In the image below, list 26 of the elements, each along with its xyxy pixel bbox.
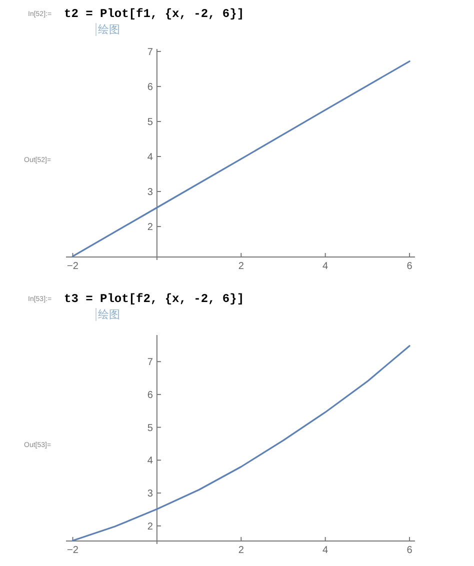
x-tick-label: 4 bbox=[322, 261, 329, 272]
x-tick-label: 6 bbox=[406, 545, 413, 556]
chart-title: t3 = Plot[f2, {x, -2, 6}] bbox=[64, 292, 244, 306]
line-series bbox=[72, 60, 410, 258]
x-tick-label: 2 bbox=[238, 545, 244, 556]
y-tick-label: 4 bbox=[147, 152, 154, 163]
y-tick-label: 6 bbox=[147, 82, 154, 93]
y-tick-label: 2 bbox=[147, 521, 154, 532]
x-tick-label: 6 bbox=[406, 261, 413, 272]
line-series bbox=[72, 345, 410, 542]
x-tick-label: 2 bbox=[238, 261, 244, 272]
y-tick-label: 4 bbox=[147, 456, 154, 467]
chart-subtitle: 绘图 bbox=[98, 24, 120, 36]
y-tick-label: 7 bbox=[147, 357, 154, 368]
x-tick-label: −2 bbox=[67, 545, 79, 556]
y-tick-label: 7 bbox=[147, 46, 154, 58]
y-tick-label: 5 bbox=[147, 116, 154, 128]
y-tick-label: 2 bbox=[147, 222, 154, 234]
x-tick-label: −2 bbox=[67, 261, 79, 272]
chart-subtitle: 绘图 bbox=[98, 309, 120, 321]
y-tick-label: 6 bbox=[147, 390, 154, 401]
chart-title: t2 = Plot[f1, {x, -2, 6}] bbox=[64, 7, 244, 21]
y-tick-label: 3 bbox=[147, 488, 154, 500]
y-tick-label: 3 bbox=[147, 187, 154, 198]
y-tick-label: 5 bbox=[147, 422, 154, 434]
x-tick-label: 4 bbox=[322, 545, 329, 556]
